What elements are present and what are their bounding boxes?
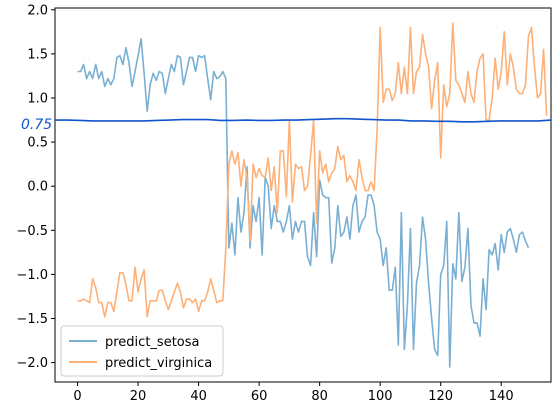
- x-tick-label: 100: [368, 389, 393, 404]
- y-tick-label: −0.5: [16, 224, 48, 239]
- y-tick-label: 0.0: [27, 180, 48, 195]
- y-tick-label: 0.5: [27, 136, 48, 151]
- x-tick-label: 120: [428, 389, 453, 404]
- x-axis: 0 20 40 60 80 100 120 140: [73, 382, 514, 404]
- y-tick-label: 2.0: [27, 3, 48, 18]
- series-line-predict-setosa: [77, 38, 530, 368]
- x-tick-label: 140: [489, 389, 514, 404]
- y-tick-label: 1.5: [27, 47, 48, 62]
- x-tick-label: 80: [311, 389, 328, 404]
- series-line-predict-virginica: [77, 22, 548, 318]
- legend-label-setosa: predict_setosa: [105, 335, 199, 350]
- axes-frame: [54, 7, 552, 383]
- legend: predict_setosa predict_virginica: [60, 325, 224, 377]
- plot-area: [54, 7, 552, 383]
- annotation-line: [55, 117, 552, 123]
- y-tick-label: −1.5: [16, 312, 48, 327]
- x-tick-label: 0: [73, 389, 81, 404]
- y-tick-label: −1.0: [16, 268, 48, 283]
- y-tick-label: −2.0: [16, 356, 48, 371]
- series-layer: [77, 22, 548, 368]
- legend-box: [60, 325, 224, 377]
- annotation-layer: 0.75: [21, 117, 552, 133]
- x-tick-label: 40: [190, 389, 207, 404]
- y-axis: −2.0 −1.5 −1.0 −0.5 0.0 0.5 1.0 1.5 2.0: [16, 3, 55, 371]
- x-tick-label: 60: [251, 389, 268, 404]
- x-tick-label: 20: [130, 389, 147, 404]
- y-tick-label: 1.0: [27, 91, 48, 106]
- legend-label-virginica: predict_virginica: [105, 356, 212, 371]
- annotation-text: 0.75: [21, 117, 52, 133]
